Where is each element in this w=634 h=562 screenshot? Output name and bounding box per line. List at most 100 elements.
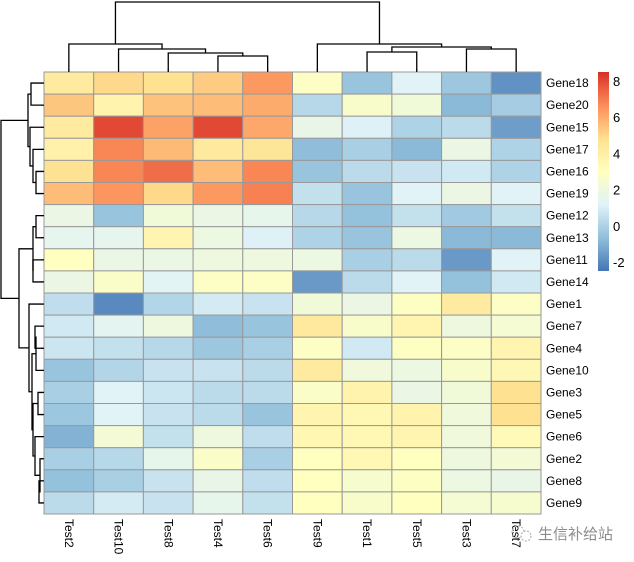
heatmap-cell [43, 314, 95, 338]
heatmap-cell [441, 93, 492, 117]
heatmap-cell [341, 336, 393, 360]
heatmap-cell [490, 403, 542, 427]
heatmap-cell [391, 491, 443, 515]
heatmap-cell [142, 491, 194, 515]
heatmap-cell [441, 380, 492, 404]
heatmap-cell [292, 314, 343, 338]
heatmap-cell [341, 115, 393, 139]
heatmap-cell [142, 270, 194, 294]
heatmap-cell [490, 469, 542, 493]
heatmap-cell [43, 491, 95, 515]
heatmap-cell [93, 137, 144, 161]
colorbar-tick-label: 6 [613, 110, 620, 125]
heatmap-cell [441, 447, 492, 471]
heatmap-cell [93, 403, 144, 427]
dendrogram-link [68, 43, 163, 72]
row-label: Gene20 [546, 98, 589, 112]
heatmap-cell [192, 226, 244, 250]
heatmap-cell [142, 93, 194, 117]
column-label: Test2 [62, 519, 76, 548]
row-label: Gene14 [546, 275, 589, 289]
dendrogram-link [114, 1, 381, 44]
heatmap-cell [341, 469, 393, 493]
heatmap-cell [441, 336, 492, 360]
heatmap-cell [292, 137, 343, 161]
heatmap-cell [341, 204, 393, 228]
heatmap-cell [192, 314, 244, 338]
heatmap-cell [341, 270, 393, 294]
heatmap-cell [292, 336, 343, 360]
heatmap-cell [142, 469, 194, 493]
heatmap-cell [490, 137, 542, 161]
heatmap-cell [391, 425, 443, 449]
heatmap-cell [242, 358, 294, 382]
heatmap-cell [441, 182, 492, 206]
heatmap-cell [292, 491, 343, 515]
heatmap-cell [142, 159, 194, 183]
heatmap-cell [192, 137, 244, 161]
dendrogram-link [0, 119, 28, 300]
heatmap-cell [192, 159, 244, 183]
heatmap-cell [391, 115, 443, 139]
heatmap-cell [341, 182, 393, 206]
dendrogram-link [18, 248, 33, 349]
heatmap-cell [292, 425, 343, 449]
heatmap-cell [192, 204, 244, 228]
heatmap-cell [391, 204, 443, 228]
heatmap-cell [441, 248, 492, 272]
heatmap-cell [43, 137, 95, 161]
heatmap-cell [142, 137, 194, 161]
heatmap-cell [192, 182, 244, 206]
heatmap-cell [43, 380, 95, 404]
heatmap-cell [242, 270, 294, 294]
heatmap-cell [292, 292, 343, 316]
heatmap-cell [93, 447, 144, 471]
heatmap-cell [292, 270, 343, 294]
heatmap-cell [43, 204, 95, 228]
heatmap-cell [93, 469, 144, 493]
dendrogram-link [32, 226, 36, 271]
heatmap-cell [142, 380, 194, 404]
heatmap-cell [93, 336, 144, 360]
heatmap-cell [441, 292, 492, 316]
heatmap-cell [43, 469, 95, 493]
heatmap-cell [341, 226, 393, 250]
row-label: Gene13 [546, 231, 589, 245]
heatmap-cell [292, 358, 343, 382]
dendrogram-link [37, 391, 44, 416]
wechat-icon [511, 525, 532, 542]
heatmap-cell [242, 226, 294, 250]
column-label: Test8 [161, 519, 175, 548]
heatmap-cell [142, 115, 194, 139]
heatmap-cell [43, 270, 95, 294]
row-label: Gene1 [546, 297, 582, 311]
heatmap-cell [341, 248, 393, 272]
row-label: Gene12 [546, 209, 589, 223]
row-label: Gene2 [546, 452, 582, 466]
heatmap-cell [341, 380, 393, 404]
heatmap-cell [242, 115, 294, 139]
heatmap-cell [490, 159, 542, 183]
heatmap-cell [490, 491, 542, 515]
heatmap-cell [192, 380, 244, 404]
heatmap-cell [341, 93, 393, 117]
heatmap-cell [391, 447, 443, 471]
color-legend: 8 6 4 2 0 -2 [598, 72, 625, 271]
heatmap-cell [242, 425, 294, 449]
heatmap-cell [341, 491, 393, 515]
heatmap-cell [43, 93, 95, 117]
heatmap-cell [43, 159, 95, 183]
heatmap-cell [341, 358, 393, 382]
heatmap-cell [93, 204, 144, 228]
heatmap-cell [490, 248, 542, 272]
heatmap-cell [391, 248, 443, 272]
dendrogram-link [217, 55, 269, 72]
heatmap-cell [292, 71, 343, 95]
heatmap-cell [93, 380, 144, 404]
heatmap-cell [441, 137, 492, 161]
heatmap-cell [490, 447, 542, 471]
heatmap-cell [341, 137, 393, 161]
heatmap-cell [292, 380, 343, 404]
heatmap-cell [490, 270, 542, 294]
